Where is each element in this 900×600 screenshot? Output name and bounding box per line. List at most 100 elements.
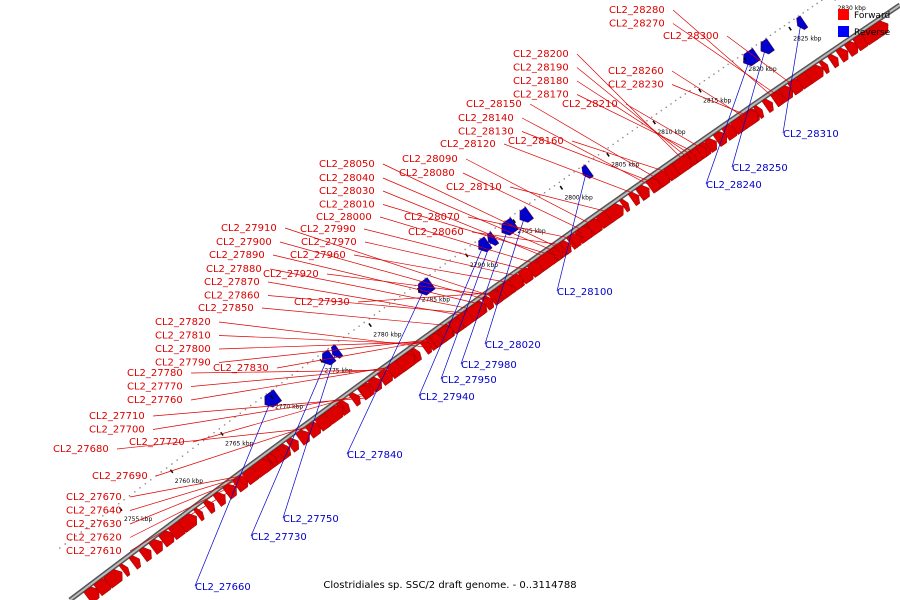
forward-gene-block[interactable] [508, 274, 523, 291]
forward-gene-block[interactable] [323, 405, 344, 425]
forward-gene-block[interactable] [695, 144, 708, 160]
forward-gene-label[interactable]: CL2_28180 [513, 76, 569, 87]
forward-gene-block[interactable] [753, 105, 765, 120]
forward-gene-label[interactable]: CL2_27920 [263, 269, 319, 280]
reverse-gene-label[interactable]: CL2_28310 [783, 129, 839, 140]
forward-gene-label[interactable]: CL2_27930 [294, 297, 350, 308]
forward-gene-label[interactable]: CL2_28120 [440, 139, 496, 150]
forward-gene-block[interactable] [148, 538, 163, 555]
forward-gene-label[interactable]: CL2_28060 [408, 227, 464, 238]
forward-gene-label[interactable]: CL2_27760 [127, 395, 183, 406]
reverse-gene-label[interactable]: CL2_27940 [419, 392, 475, 403]
reverse-gene-block[interactable] [519, 206, 534, 223]
forward-gene-label[interactable]: CL2_28080 [399, 168, 455, 179]
forward-gene-block[interactable] [118, 563, 131, 578]
reverse-gene-block[interactable] [581, 164, 594, 179]
forward-gene-block[interactable] [490, 289, 503, 304]
forward-gene-label[interactable]: CL2_27830 [213, 363, 269, 374]
forward-gene-block[interactable] [357, 384, 372, 400]
forward-gene-label[interactable]: CL2_27720 [129, 437, 185, 448]
reverse-gene-label[interactable]: CL2_27980 [461, 360, 517, 371]
forward-gene-label[interactable]: CL2_27880 [206, 264, 262, 275]
forward-gene-block[interactable] [128, 555, 142, 570]
forward-gene-block[interactable] [761, 98, 774, 114]
forward-gene-block[interactable] [348, 392, 361, 407]
forward-gene-label[interactable]: CL2_27850 [198, 303, 254, 314]
reverse-gene-label[interactable]: CL2_27950 [441, 375, 497, 386]
reverse-gene-label[interactable]: CL2_28250 [732, 163, 788, 174]
forward-gene-block[interactable] [285, 437, 300, 453]
forward-gene-label[interactable]: CL2_27690 [92, 471, 148, 482]
forward-gene-block[interactable] [177, 513, 198, 533]
forward-gene-label[interactable]: CL2_28010 [319, 200, 375, 211]
forward-gene-label[interactable]: CL2_27890 [209, 250, 265, 261]
forward-gene-block[interactable] [604, 203, 624, 223]
forward-gene-label[interactable]: CL2_27970 [301, 237, 357, 248]
forward-gene-block[interactable] [804, 64, 824, 84]
forward-gene-label[interactable]: CL2_27990 [300, 224, 356, 235]
reverse-gene-label[interactable]: CL2_28240 [706, 180, 762, 191]
forward-gene-block[interactable] [251, 458, 271, 479]
forward-gene-label[interactable]: CL2_27960 [290, 250, 346, 261]
forward-gene-block[interactable] [672, 155, 692, 176]
forward-gene-label[interactable]: CL2_28260 [608, 66, 664, 77]
forward-gene-label[interactable]: CL2_27610 [66, 546, 122, 557]
forward-gene-label[interactable]: CL2_28040 [319, 173, 375, 184]
forward-gene-block[interactable] [627, 191, 641, 207]
forward-gene-block[interactable] [818, 60, 830, 75]
forward-gene-block[interactable] [202, 499, 216, 515]
forward-gene-label[interactable]: CL2_27790 [155, 358, 211, 369]
forward-gene-block[interactable] [703, 137, 718, 153]
forward-gene-label[interactable]: CL2_27860 [204, 291, 260, 302]
forward-gene-block[interactable] [869, 20, 889, 40]
forward-gene-block[interactable] [466, 301, 486, 322]
reverse-gene-block[interactable] [796, 15, 809, 31]
forward-gene-label[interactable]: CL2_27910 [221, 223, 277, 234]
forward-gene-label[interactable]: CL2_28280 [609, 5, 665, 16]
forward-gene-label[interactable]: CL2_28090 [402, 154, 458, 165]
reverse-gene-label[interactable]: CL2_27730 [251, 532, 307, 543]
forward-gene-block[interactable] [619, 198, 631, 213]
forward-gene-label[interactable]: CL2_28170 [513, 90, 569, 101]
forward-gene-label[interactable]: CL2_27640 [66, 506, 122, 517]
reverse-gene-label[interactable]: CL2_27750 [283, 514, 339, 525]
forward-gene-label[interactable]: CL2_28070 [404, 212, 460, 223]
forward-gene-block[interactable] [158, 530, 175, 548]
reverse-gene-block[interactable] [743, 47, 761, 67]
forward-gene-label[interactable]: CL2_28130 [458, 127, 514, 138]
forward-gene-label[interactable]: CL2_27810 [155, 331, 211, 342]
forward-gene-block[interactable] [636, 184, 650, 200]
forward-gene-label[interactable]: CL2_28000 [316, 212, 372, 223]
forward-gene-label[interactable]: CL2_27630 [66, 519, 122, 530]
forward-gene-block[interactable] [835, 47, 849, 63]
forward-gene-label[interactable]: CL2_27820 [155, 317, 211, 328]
forward-gene-label[interactable]: CL2_27780 [127, 368, 183, 379]
forward-gene-block[interactable] [212, 491, 226, 507]
reverse-gene-block[interactable] [331, 344, 344, 359]
forward-gene-label[interactable]: CL2_27770 [127, 382, 183, 393]
forward-gene-label[interactable]: CL2_27900 [216, 237, 272, 248]
reverse-gene-block[interactable] [760, 38, 775, 55]
reverse-gene-label[interactable]: CL2_28100 [557, 287, 613, 298]
forward-gene-label[interactable]: CL2_27710 [89, 411, 145, 422]
forward-gene-label[interactable]: CL2_27670 [66, 492, 122, 503]
forward-gene-label[interactable]: CL2_28160 [508, 136, 564, 147]
forward-gene-label[interactable]: CL2_28210 [562, 99, 618, 110]
forward-gene-label[interactable]: CL2_28300 [663, 31, 719, 42]
forward-gene-label[interactable]: CL2_28150 [466, 99, 522, 110]
reverse-gene-label[interactable]: CL2_28020 [485, 340, 541, 351]
forward-gene-block[interactable] [83, 586, 100, 600]
forward-gene-label[interactable]: CL2_28050 [319, 159, 375, 170]
reverse-gene-label[interactable]: CL2_27840 [347, 450, 403, 461]
forward-gene-block[interactable] [103, 569, 123, 589]
forward-gene-block[interactable] [295, 429, 310, 446]
forward-gene-label[interactable]: CL2_28110 [446, 182, 502, 193]
forward-gene-label[interactable]: CL2_28200 [513, 49, 569, 60]
forward-gene-block[interactable] [410, 347, 422, 362]
forward-gene-label[interactable]: CL2_28030 [319, 186, 375, 197]
reverse-gene-label[interactable]: CL2_27660 [195, 582, 251, 593]
forward-gene-block[interactable] [481, 296, 493, 311]
forward-gene-label[interactable]: CL2_28140 [458, 113, 514, 124]
forward-gene-label[interactable]: CL2_27700 [89, 425, 145, 436]
forward-gene-block[interactable] [429, 332, 443, 348]
